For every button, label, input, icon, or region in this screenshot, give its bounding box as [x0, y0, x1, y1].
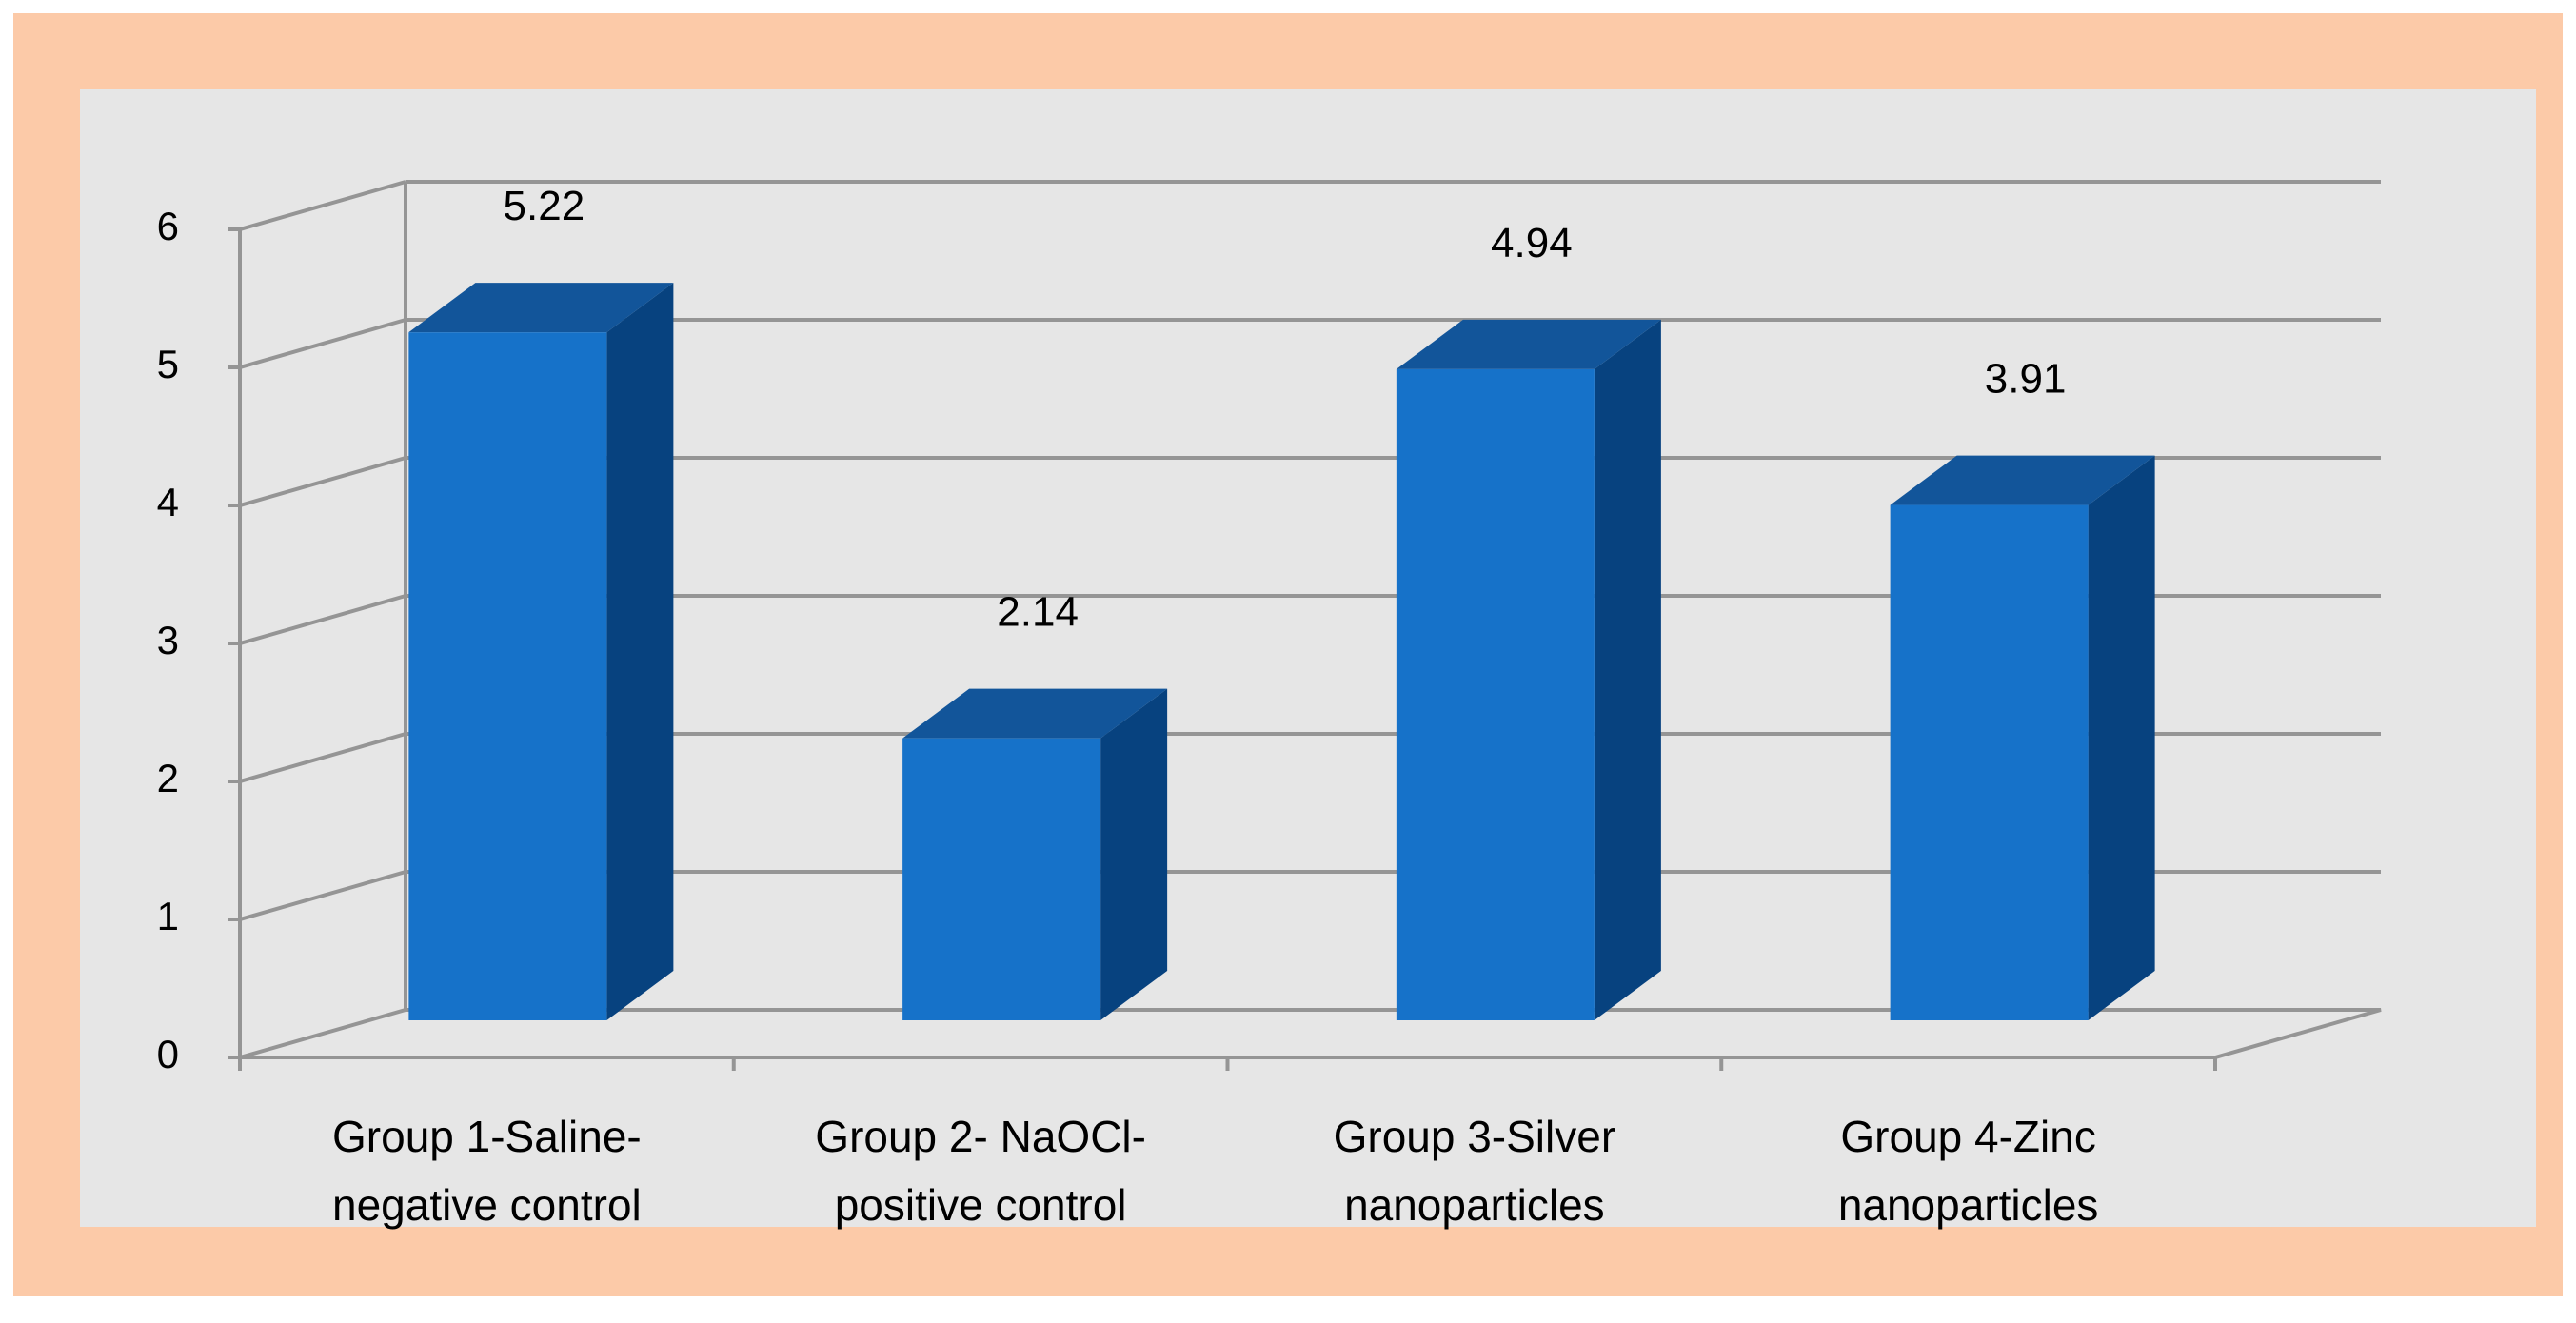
y-tick-label: 6	[157, 204, 179, 248]
x-tick-label: nanoparticles	[1344, 1180, 1605, 1230]
gridline-side	[239, 318, 406, 369]
bar	[902, 688, 1168, 1020]
y-tick-label: 3	[157, 618, 179, 662]
bar-top	[1396, 319, 1661, 369]
data-label: 5.22	[504, 183, 585, 229]
y-tick-label: 4	[157, 480, 179, 524]
bar-side	[1594, 319, 1661, 1021]
bar-front	[902, 738, 1101, 1020]
bar-side	[1100, 688, 1168, 1020]
bar-side	[606, 283, 674, 1020]
bar-side	[2088, 455, 2155, 1020]
x-tick-label: Group 2- NaOCl-	[815, 1112, 1146, 1161]
bar-front	[1890, 504, 2089, 1020]
bar-top	[902, 688, 1168, 739]
data-label: 4.94	[1491, 220, 1573, 267]
x-tick-label: positive control	[835, 1180, 1127, 1230]
gridline-side	[239, 456, 406, 507]
y-tick-label: 5	[157, 342, 179, 386]
gridline-side	[239, 180, 406, 231]
gridline-side	[239, 870, 406, 921]
y-tick-label: 1	[157, 894, 179, 938]
data-labels: 5.22 2.14 4.94 3.91	[504, 183, 2067, 636]
bar	[1890, 455, 2155, 1020]
bar-front	[408, 332, 607, 1020]
bar-front	[1396, 368, 1595, 1021]
gridline-side	[239, 732, 406, 783]
y-tick-label: 0	[157, 1032, 179, 1076]
data-label: 3.91	[1985, 356, 2067, 403]
x-tick-label: negative control	[332, 1180, 642, 1230]
bar	[408, 283, 674, 1020]
bar	[1396, 319, 1661, 1021]
x-axis-labels: Group 1-Saline-negative control Group 2- …	[332, 1112, 2098, 1230]
data-label: 2.14	[997, 589, 1079, 636]
x-tick-label: nanoparticles	[1838, 1180, 2099, 1230]
y-axis-ticks: 0 1 2 3 4 5 6	[157, 204, 240, 1076]
bar-top	[408, 283, 674, 333]
bar-top	[1890, 455, 2155, 505]
x-tick-label: Group 1-Saline-	[332, 1112, 642, 1161]
gridline-side	[239, 594, 406, 645]
x-tick-label: Group 4-Zinc	[1840, 1112, 2095, 1161]
bars	[408, 283, 2155, 1021]
y-tick-label: 2	[157, 756, 179, 800]
x-tick-label: Group 3-Silver	[1334, 1112, 1616, 1161]
